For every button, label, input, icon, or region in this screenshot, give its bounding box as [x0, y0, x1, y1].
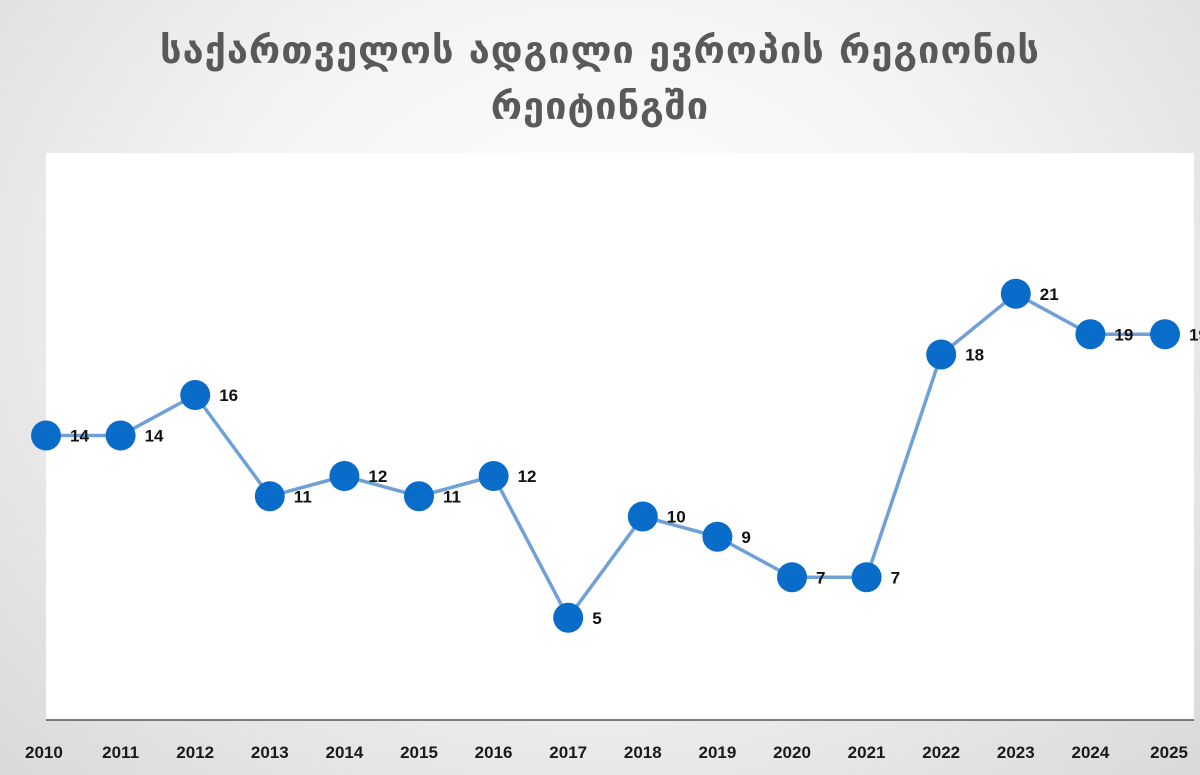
x-tick-2020: 2020 [773, 743, 811, 762]
data-label-2025: 19 [1189, 325, 1200, 344]
data-point-2021 [851, 562, 882, 593]
x-tick-2018: 2018 [624, 743, 662, 762]
data-label-2017: 5 [592, 609, 601, 628]
data-point-2018 [627, 501, 658, 532]
data-label-2019: 9 [741, 528, 750, 547]
x-tick-2011: 2011 [102, 743, 139, 762]
data-label-2013: 11 [294, 487, 312, 506]
data-label-2024: 19 [1114, 325, 1133, 344]
data-label-2016: 12 [518, 467, 537, 486]
x-tick-labels: 2010 2011 2012 2013 2014 2015 2016 2017 2018 2019… [25, 743, 1188, 762]
data-label-2020: 7 [816, 568, 825, 587]
data-points [31, 278, 1180, 633]
data-label-2022: 18 [965, 346, 984, 365]
chart-title-line-1: საქართველოს ადგილი ევროპის რეგიონის [159, 28, 1041, 72]
data-point-2023 [1000, 278, 1031, 309]
x-tick-2013: 2013 [251, 743, 289, 762]
x-tick-2023: 2023 [997, 743, 1035, 762]
data-labels: 14 14 16 11 12 11 12 5 10 9 7 7 18 21 19 19 [70, 285, 1200, 628]
x-tick-2015: 2015 [400, 743, 438, 762]
data-label-2011: 14 [145, 427, 164, 446]
x-tick-2019: 2019 [698, 743, 736, 762]
series-line [46, 292, 1165, 620]
x-tick-2014: 2014 [325, 743, 363, 762]
data-label-2018: 10 [667, 508, 686, 527]
data-point-2025 [1150, 319, 1180, 350]
data-label-2023: 21 [1040, 285, 1059, 304]
data-point-2015 [404, 481, 434, 512]
x-tick-2022: 2022 [922, 743, 960, 762]
data-point-2011 [105, 420, 136, 451]
x-tick-2024: 2024 [1071, 743, 1109, 762]
data-point-2012 [180, 380, 211, 410]
data-point-2020 [777, 562, 807, 593]
data-label-2014: 12 [368, 467, 387, 486]
x-tick-2021: 2021 [848, 743, 886, 762]
x-tick-2010: 2010 [25, 743, 63, 762]
x-tick-2016: 2016 [475, 743, 513, 762]
data-point-2016 [478, 461, 509, 491]
x-tick-2025: 2025 [1150, 743, 1188, 762]
data-point-2024 [1075, 319, 1106, 350]
data-point-2022 [926, 339, 957, 370]
chart-title-line-2: რეიტინგში [490, 84, 710, 128]
chart-title: საქართველოს ადგილი ევროპის რეგიონის რეიტ… [0, 22, 1200, 134]
data-label-2012: 16 [219, 386, 238, 405]
plot-area [46, 153, 1194, 720]
x-tick-2017: 2017 [549, 743, 587, 762]
data-label-2021: 7 [891, 568, 900, 587]
series-line-group [46, 292, 1165, 620]
data-label-2015: 11 [443, 487, 461, 506]
data-point-2014 [329, 461, 360, 491]
data-point-2017 [553, 602, 584, 633]
data-point-2013 [254, 481, 285, 512]
data-label-2010: 14 [70, 427, 89, 446]
data-point-2010 [31, 420, 61, 451]
x-tick-2012: 2012 [176, 743, 214, 762]
data-point-2019 [702, 521, 733, 552]
